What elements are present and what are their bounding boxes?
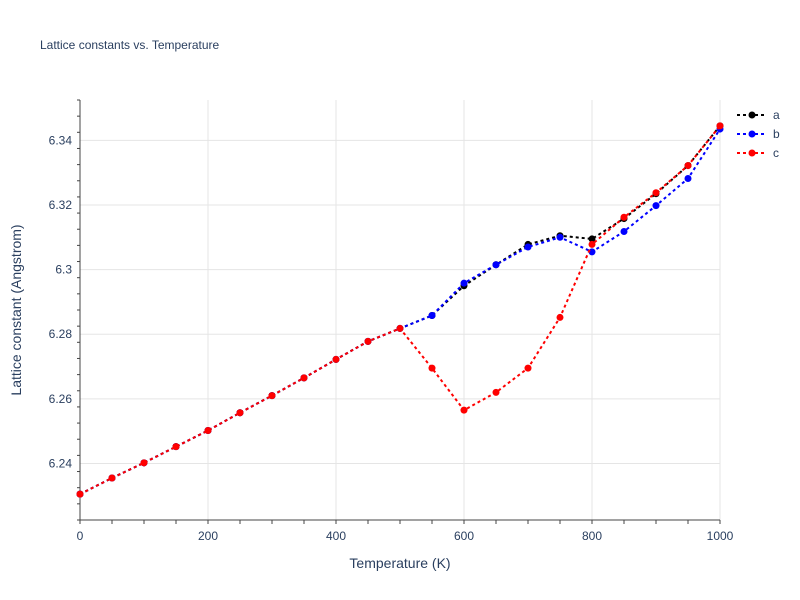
series-layer	[76, 122, 724, 498]
legend-item-b[interactable]: b	[737, 127, 780, 141]
y-tick-label: 6.28	[49, 327, 73, 341]
data-point	[364, 337, 372, 345]
data-point	[428, 311, 436, 319]
series-line	[79, 125, 721, 496]
data-point	[332, 355, 340, 363]
data-point	[492, 388, 500, 396]
data-point	[396, 324, 404, 332]
data-point	[652, 189, 660, 197]
data-point	[460, 279, 468, 287]
legend-item-c[interactable]: c	[737, 146, 779, 160]
data-point	[556, 313, 564, 321]
y-tick-label: 6.26	[49, 392, 73, 406]
data-point	[300, 374, 308, 382]
series-line	[79, 125, 721, 496]
data-point	[108, 474, 116, 482]
series-line	[79, 128, 721, 496]
legend-label: b	[773, 127, 780, 141]
data-point	[588, 248, 596, 256]
y-tick-label: 6.3	[55, 263, 72, 277]
series-a	[76, 122, 724, 498]
data-point	[236, 409, 244, 417]
data-point	[620, 227, 628, 235]
grid	[80, 100, 721, 520]
data-point	[588, 235, 596, 243]
chart-title: Lattice constants vs. Temperature	[40, 38, 220, 52]
data-point	[268, 392, 276, 400]
data-point	[428, 364, 436, 372]
legend[interactable]: abc	[737, 108, 780, 160]
legend-swatch-marker	[748, 149, 756, 157]
legend-item-a[interactable]: a	[737, 108, 780, 122]
legend-swatch-marker	[748, 111, 756, 119]
data-point	[556, 233, 564, 241]
data-point	[684, 175, 692, 183]
data-point	[492, 261, 500, 269]
x-tick-label: 400	[326, 529, 346, 543]
y-tick-label: 6.32	[49, 198, 73, 212]
x-tick-label: 800	[582, 529, 602, 543]
data-point	[588, 240, 596, 248]
data-point	[620, 213, 628, 221]
y-tick-label: 6.24	[49, 456, 73, 470]
data-point	[460, 406, 468, 414]
data-point	[684, 162, 692, 170]
data-point	[204, 427, 212, 435]
x-tick-label: 1000	[707, 529, 734, 543]
data-point	[76, 490, 84, 498]
data-point	[652, 202, 660, 210]
axes	[77, 99, 721, 524]
legend-label: c	[773, 146, 779, 160]
legend-swatch-marker	[748, 130, 756, 138]
y-tick-label: 6.34	[49, 133, 73, 147]
data-point	[140, 459, 148, 467]
series-b	[76, 125, 724, 498]
legend-label: a	[773, 108, 780, 122]
x-tick-label: 0	[77, 529, 84, 543]
y-axis-title: Lattice constant (Angstrom)	[8, 224, 24, 395]
series-c	[76, 122, 724, 498]
data-point	[524, 243, 532, 251]
data-point	[524, 364, 532, 372]
x-tick-label: 600	[454, 529, 474, 543]
x-axis-title: Temperature (K)	[349, 555, 450, 571]
data-point	[172, 443, 180, 451]
tick-labels: 0 200 400 600 800 1000 6.24 6.26 6.28 6.3 6.32 6.34	[49, 133, 734, 543]
data-point	[716, 122, 724, 130]
x-tick-label: 200	[198, 529, 218, 543]
